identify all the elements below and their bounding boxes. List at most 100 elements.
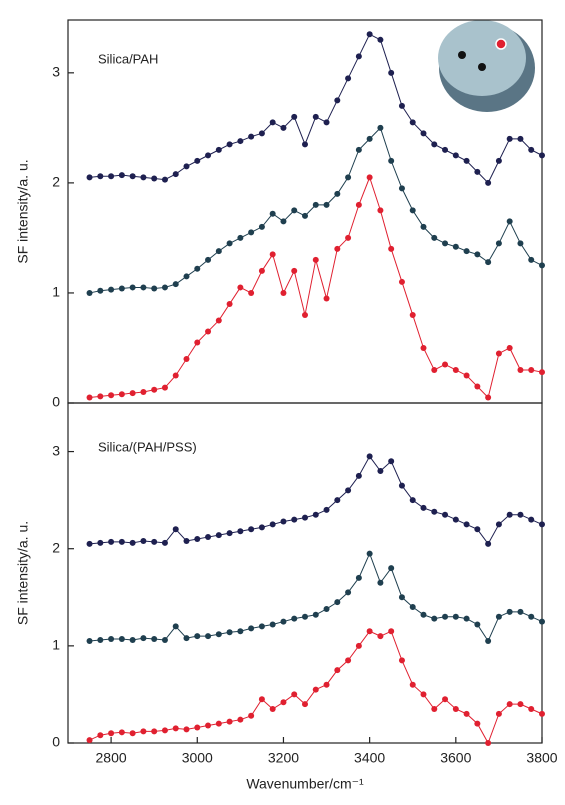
data-point xyxy=(280,699,287,706)
data-point xyxy=(291,615,298,622)
data-point xyxy=(528,706,535,712)
data-point xyxy=(108,636,115,643)
data-point xyxy=(215,317,222,324)
data-point xyxy=(248,289,255,296)
data-point xyxy=(517,240,524,247)
data-point xyxy=(398,102,405,109)
data-point xyxy=(528,146,535,153)
data-point xyxy=(377,124,384,131)
data-point xyxy=(194,633,201,640)
data-point xyxy=(194,265,201,272)
data-point xyxy=(398,185,405,192)
data-point xyxy=(258,267,265,274)
data-point xyxy=(463,372,470,379)
data-point xyxy=(485,638,492,644)
data-point xyxy=(237,234,244,241)
data-point xyxy=(108,173,115,180)
data-point xyxy=(140,728,147,735)
data-point xyxy=(355,53,362,60)
data-point xyxy=(355,574,362,581)
data-point xyxy=(194,724,201,731)
data-point xyxy=(334,497,341,504)
data-point xyxy=(172,526,179,533)
data-point xyxy=(474,383,481,390)
annotation: Silica/PAH xyxy=(98,51,158,66)
data-point xyxy=(302,212,308,219)
data-point xyxy=(366,135,373,142)
data-point xyxy=(258,696,265,703)
data-point xyxy=(377,633,384,640)
data-point xyxy=(215,720,222,727)
data-point xyxy=(280,124,287,131)
y-tick-label: 3 xyxy=(52,64,60,80)
data-point xyxy=(129,637,136,644)
data-point xyxy=(323,119,330,126)
data-point xyxy=(172,281,179,288)
data-point xyxy=(388,628,395,635)
data-point xyxy=(442,240,449,247)
data-point xyxy=(452,706,459,712)
data-point xyxy=(226,141,233,148)
data-point xyxy=(269,706,276,712)
x-tick-label: 2800 xyxy=(96,750,127,766)
data-point xyxy=(183,273,190,280)
data-point xyxy=(388,565,395,572)
data-point xyxy=(377,468,384,474)
data-point xyxy=(409,681,416,688)
data-point xyxy=(539,262,545,269)
data-point xyxy=(463,248,470,255)
data-point xyxy=(345,657,352,664)
data-point xyxy=(377,207,384,214)
data-point xyxy=(226,240,233,247)
data-point xyxy=(140,635,147,642)
data-point xyxy=(388,458,395,465)
data-point xyxy=(302,141,308,148)
data-point xyxy=(226,300,233,307)
data-point xyxy=(129,730,136,737)
data-point xyxy=(517,135,524,142)
data-point xyxy=(291,516,298,523)
data-point xyxy=(388,157,395,164)
y-tick-label: 2 xyxy=(52,174,60,190)
data-point xyxy=(248,526,255,533)
data-point xyxy=(237,138,244,145)
data-point xyxy=(528,516,535,523)
data-point xyxy=(420,504,427,511)
data-point xyxy=(86,289,93,296)
data-point xyxy=(108,392,115,399)
data-point xyxy=(161,284,168,291)
data-point xyxy=(485,740,492,746)
data-point xyxy=(485,259,492,266)
data-point xyxy=(485,179,492,186)
data-point xyxy=(291,207,298,214)
data-point xyxy=(345,487,352,494)
data-point xyxy=(323,295,330,302)
data-point xyxy=(323,506,330,513)
data-point xyxy=(442,361,449,368)
data-point xyxy=(118,729,125,736)
data-point xyxy=(474,621,481,628)
x-tick-label: 3000 xyxy=(182,750,213,766)
data-point xyxy=(409,207,416,214)
y-tick-label: 0 xyxy=(52,394,60,410)
data-point xyxy=(355,201,362,208)
data-point xyxy=(442,146,449,153)
data-point xyxy=(172,725,179,732)
data-point xyxy=(485,540,492,547)
data-point xyxy=(291,691,298,698)
data-point xyxy=(97,637,104,644)
data-point xyxy=(86,540,93,547)
data-point xyxy=(269,119,276,126)
data-point xyxy=(194,339,201,346)
x-tick-label: 3800 xyxy=(526,750,557,766)
data-point xyxy=(205,722,212,729)
data-point xyxy=(86,737,93,744)
data-point xyxy=(258,623,265,630)
data-point xyxy=(420,344,427,351)
data-point xyxy=(118,538,125,545)
data-point xyxy=(183,163,190,170)
plot-frame xyxy=(67,402,543,744)
data-point xyxy=(129,539,136,546)
data-point xyxy=(463,521,470,528)
data-point xyxy=(280,218,287,225)
